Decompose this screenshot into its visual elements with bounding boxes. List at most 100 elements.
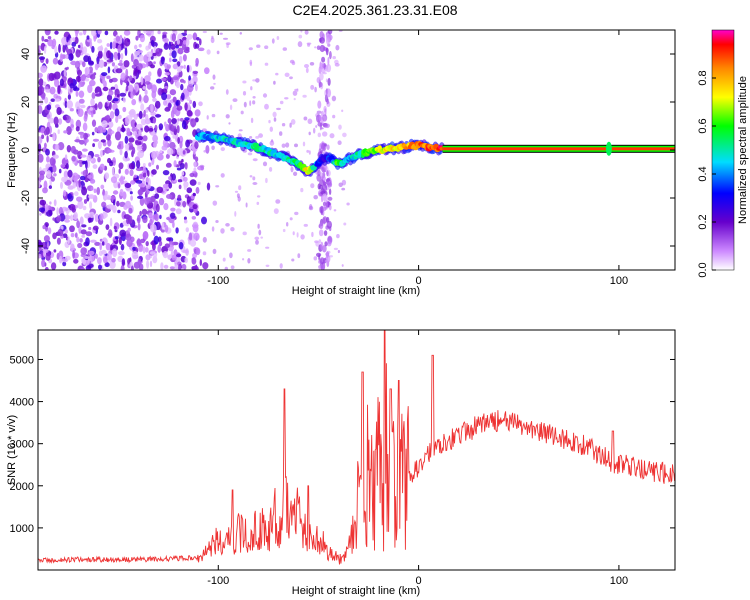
noise-blob — [45, 203, 49, 212]
burst-blob — [322, 217, 326, 225]
noise-blob — [57, 129, 60, 135]
noise-blob — [195, 186, 200, 194]
noise-blob — [41, 134, 45, 139]
y-tick-label: 20 — [20, 96, 32, 108]
noise-blob — [178, 242, 184, 250]
noise-blob — [181, 158, 184, 163]
noise-blob — [249, 175, 253, 178]
noise-blob — [167, 148, 174, 156]
noise-blob — [120, 127, 126, 132]
noise-blob — [142, 216, 148, 224]
noise-blob — [131, 250, 139, 260]
noise-blob — [269, 167, 273, 172]
noise-blob — [176, 66, 182, 73]
noise-blob — [182, 200, 187, 208]
noise-blob — [100, 184, 105, 190]
noise-blob — [255, 135, 260, 139]
noise-blob — [128, 215, 132, 225]
noise-blob — [216, 50, 220, 55]
colorbar — [711, 29, 735, 271]
noise-blob — [82, 122, 88, 132]
noise-blob — [177, 137, 180, 144]
noise-blob — [47, 227, 52, 235]
noise-blob — [193, 161, 197, 168]
spectrogram-plot — [38, 30, 675, 270]
burst-blob — [317, 100, 322, 109]
noise-blob — [137, 223, 141, 231]
noise-blob — [45, 148, 50, 156]
noise-blob — [128, 162, 135, 170]
noise-blob — [176, 147, 184, 156]
y-tick-label: -40 — [20, 238, 32, 254]
noise-blob — [245, 202, 248, 208]
noise-blob — [315, 241, 320, 247]
noise-blob — [176, 167, 182, 171]
noise-blob — [89, 79, 96, 87]
noise-blob — [169, 89, 177, 96]
noise-blob — [145, 254, 151, 261]
noise-blob — [119, 59, 123, 64]
noise-blob — [82, 205, 87, 211]
noise-blob — [115, 115, 119, 124]
noise-blob — [54, 98, 61, 102]
noise-blob — [75, 119, 82, 129]
noise-blob — [179, 117, 184, 122]
noise-blob — [302, 141, 306, 147]
noise-blob — [204, 67, 210, 75]
noise-blob — [102, 190, 105, 196]
noise-blob — [53, 249, 57, 253]
noise-blob — [57, 142, 65, 151]
noise-blob — [101, 117, 108, 122]
noise-blob — [69, 38, 73, 45]
noise-blob — [190, 118, 197, 128]
noise-blob — [127, 227, 131, 232]
noise-blob — [58, 43, 61, 53]
burst-blob — [325, 259, 329, 263]
noise-blob — [144, 81, 151, 85]
noise-blob — [123, 204, 128, 210]
noise-blob — [252, 158, 258, 162]
noise-blob — [220, 173, 225, 178]
noise-blob — [67, 185, 74, 190]
noise-blob — [106, 94, 113, 102]
noise-blob — [140, 76, 144, 86]
noise-blob — [206, 182, 211, 191]
noise-blob — [182, 150, 186, 155]
noise-blob — [242, 80, 247, 84]
noise-blob — [70, 124, 74, 128]
noise-blob — [97, 39, 103, 44]
noise-blob — [46, 241, 50, 249]
noise-blob — [151, 169, 157, 175]
noise-blob — [94, 241, 101, 246]
noise-blob — [346, 202, 350, 206]
noise-blob — [272, 111, 277, 118]
noise-blob — [220, 147, 225, 152]
noise-blob — [181, 37, 186, 41]
noise-blob — [78, 98, 85, 104]
noise-blob — [46, 135, 49, 143]
noise-blob — [56, 237, 61, 245]
noise-blob — [66, 36, 69, 43]
noise-blob — [180, 83, 184, 91]
snr-plot — [38, 330, 675, 565]
noise-blob — [311, 231, 314, 238]
noise-blob — [106, 75, 111, 80]
noise-blob — [107, 148, 112, 153]
noise-blob — [156, 78, 163, 84]
noise-blob — [141, 143, 147, 152]
noise-blob — [134, 69, 138, 73]
noise-blob — [109, 41, 113, 50]
noise-blob — [118, 178, 122, 182]
noise-blob — [170, 207, 176, 212]
noise-blob — [113, 225, 117, 230]
noise-blob — [77, 44, 81, 49]
noise-blob — [74, 191, 79, 197]
x-tick-label: -100 — [207, 575, 229, 587]
noise-blob — [79, 175, 86, 181]
noise-blob — [107, 252, 112, 261]
noise-blob — [45, 30, 50, 33]
noise-blob — [143, 109, 146, 117]
noise-blob — [186, 33, 193, 40]
burst-blob — [323, 230, 328, 236]
noise-blob — [141, 208, 148, 216]
